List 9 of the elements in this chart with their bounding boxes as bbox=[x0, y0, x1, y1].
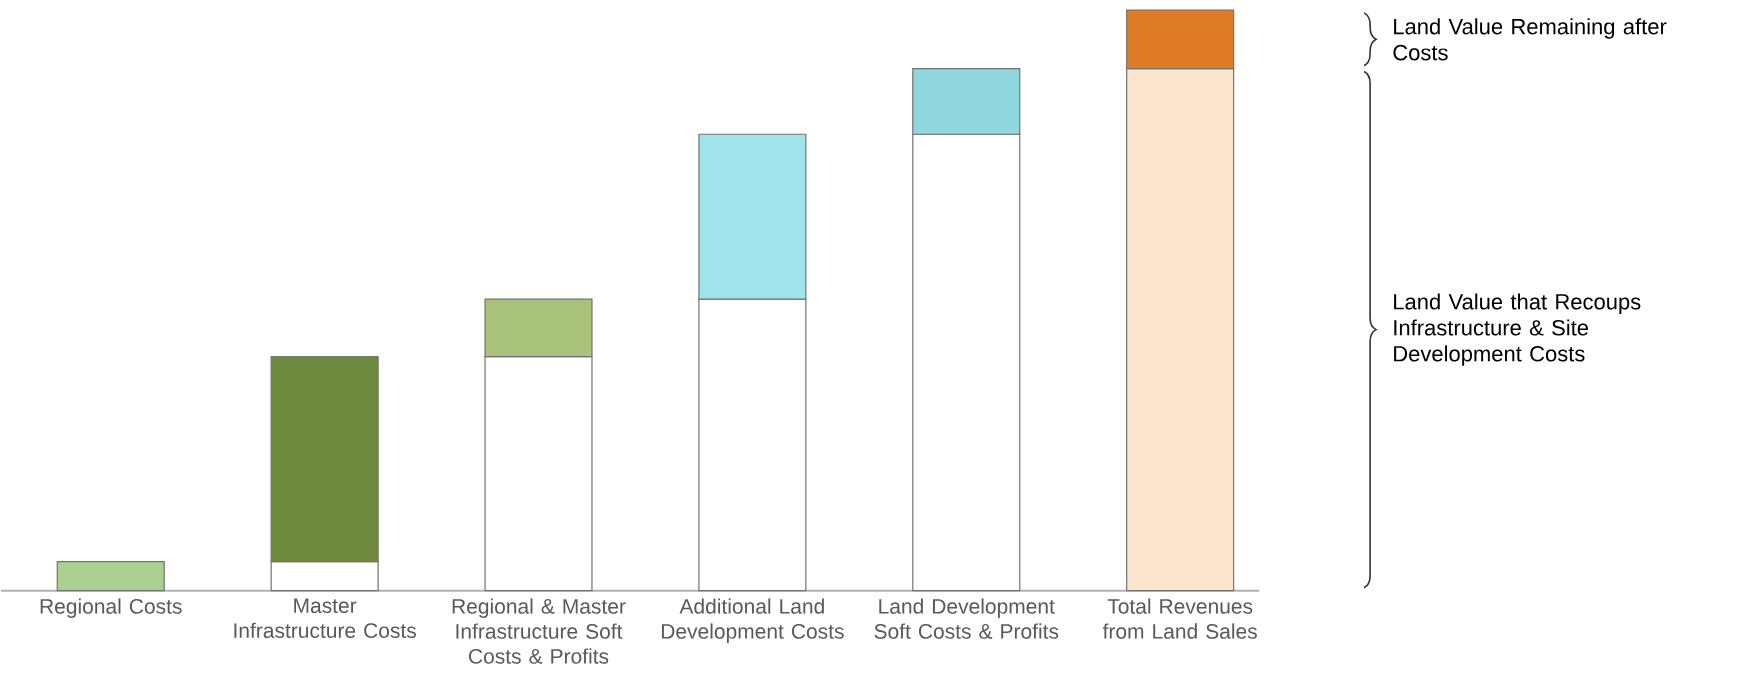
x-tick-label: Additional Land Development Costs bbox=[661, 598, 844, 644]
text: Land Value that Recoups Infrastructure & Site Development Costs bbox=[1394, 293, 1641, 367]
x-tick-label: Land Development Soft Costs & Profits bbox=[874, 598, 1059, 639]
text: Land Value Remaining after Costs bbox=[1393, 18, 1667, 61]
x-tick-label: Regional Costs bbox=[40, 598, 182, 619]
x-tick-label: Master Infrastructure Costs bbox=[234, 598, 416, 639]
bar bbox=[56, 561, 165, 592]
x-tick-label: Regional & Master Infrastructure Soft Costs & Profits bbox=[452, 598, 626, 664]
x-tick-label: Total Revenues from Land Sales bbox=[1102, 598, 1257, 639]
